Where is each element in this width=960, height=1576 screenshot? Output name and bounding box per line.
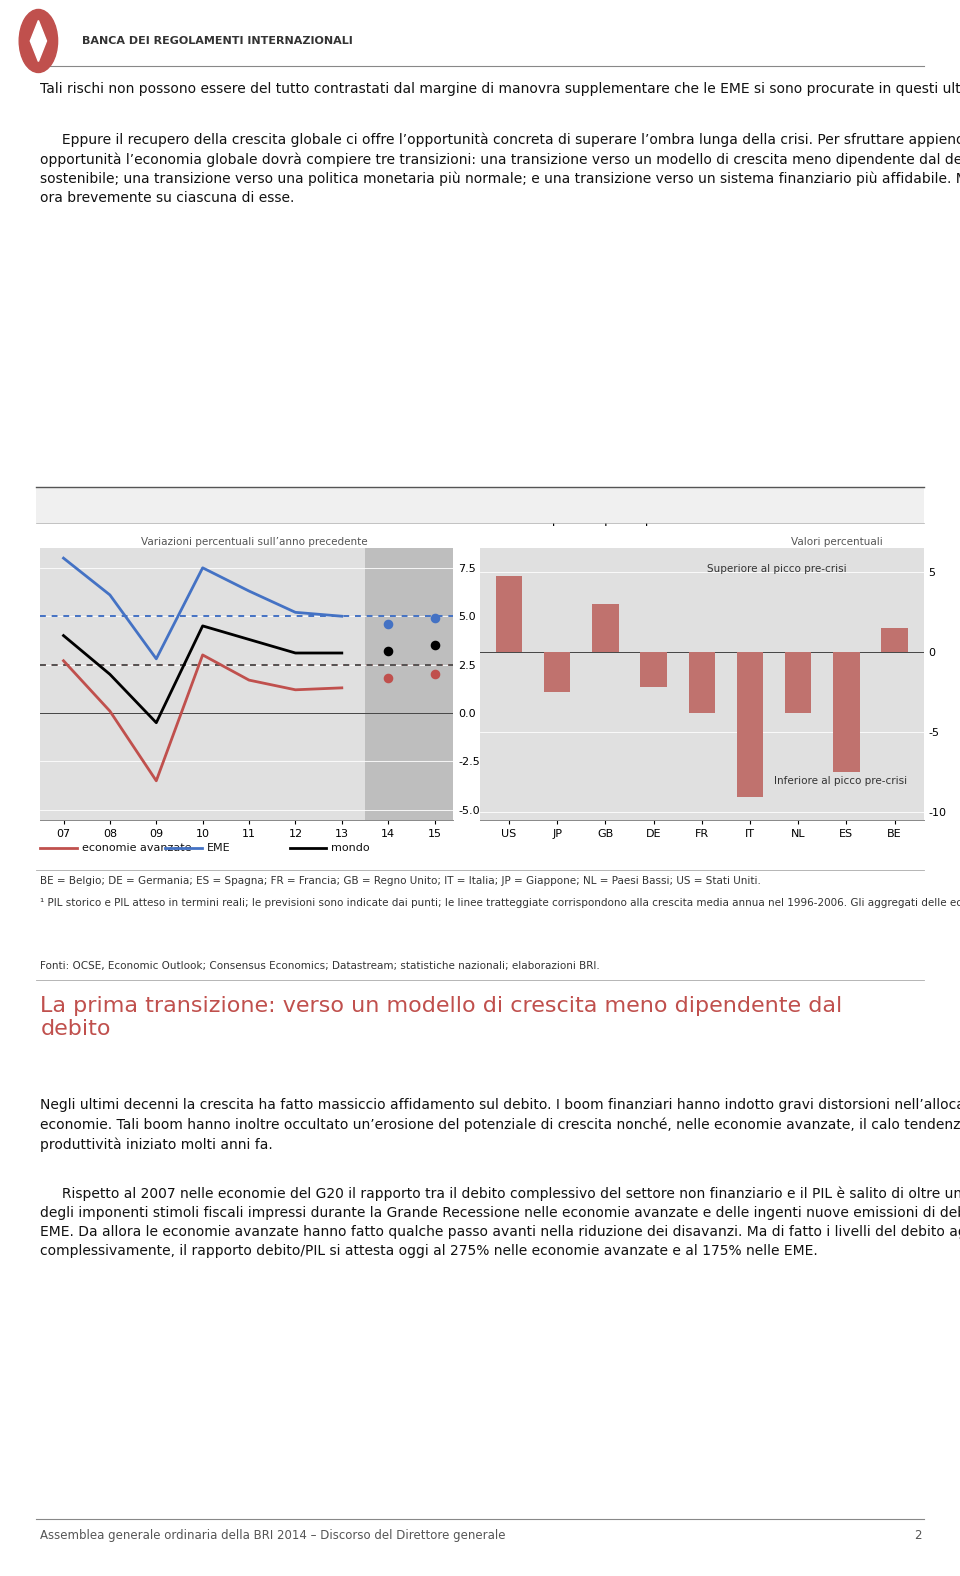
Bar — [592, 604, 618, 652]
Point — [427, 662, 443, 687]
Text: Valori percentuali: Valori percentuali — [791, 537, 883, 547]
Text: BANCA DEI REGOLAMENTI INTERNAZIONALI: BANCA DEI REGOLAMENTI INTERNAZIONALI — [82, 36, 352, 46]
Text: La prima transizione: verso un modello di crescita meno dipendente dal
debito: La prima transizione: verso un modello d… — [40, 996, 843, 1039]
Text: Negli ultimi decenni la crescita ha fatto massiccio affidamento sul debito. I bo: Negli ultimi decenni la crescita ha fatt… — [40, 1098, 960, 1152]
Bar — [881, 629, 908, 652]
Text: Prodotto rispetto ai picchi pre-crisi²: Prodotto rispetto ai picchi pre-crisi² — [480, 514, 701, 526]
Bar — [495, 575, 522, 652]
Text: Grafico 1: Grafico 1 — [852, 498, 922, 512]
Text: Superiore al picco pre-crisi: Superiore al picco pre-crisi — [707, 564, 847, 574]
Bar — [544, 652, 570, 692]
Text: Tali rischi non possono essere del tutto contrastati dal margine di manovra supp: Tali rischi non possono essere del tutto… — [40, 82, 960, 96]
Text: BE = Belgio; DE = Germania; ES = Spagna; FR = Francia; GB = Regno Unito; IT = It: BE = Belgio; DE = Germania; ES = Spagna;… — [40, 876, 761, 886]
Point — [380, 611, 396, 637]
Text: EME: EME — [206, 843, 230, 853]
Bar — [688, 652, 715, 712]
Text: Fonti: OCSE, Economic Outlook; Consensus Economics; Datastream; statistiche nazi: Fonti: OCSE, Economic Outlook; Consensus… — [40, 961, 600, 971]
Text: economie avanzate: economie avanzate — [82, 843, 191, 853]
Bar — [640, 652, 667, 687]
Bar — [785, 652, 811, 712]
Bar — [736, 652, 763, 797]
Bar — [833, 652, 859, 772]
Point — [380, 638, 396, 663]
Text: Inferiore al picco pre-crisi: Inferiore al picco pre-crisi — [774, 777, 907, 786]
Point — [427, 632, 443, 657]
Text: Assemblea generale ordinaria della BRI 2014 – Discorso del Direttore generale: Assemblea generale ordinaria della BRI 2… — [40, 1529, 506, 1541]
Bar — [365, 548, 453, 820]
Text: Crescita del PIL in termini reali¹: Crescita del PIL in termini reali¹ — [40, 514, 237, 526]
Text: Rispetto al 2007 nelle economie del G20 il rapporto tra il debito complessivo de: Rispetto al 2007 nelle economie del G20 … — [40, 1185, 960, 1258]
Text: Eppure il recupero della crescita globale ci offre l’opportunità concreta di sup: Eppure il recupero della crescita global… — [40, 132, 960, 205]
Text: mondo: mondo — [331, 843, 370, 853]
Point — [380, 665, 396, 690]
Text: 2: 2 — [914, 1529, 922, 1541]
Text: Variazioni percentuali sull’anno precedente: Variazioni percentuali sull’anno precede… — [141, 537, 368, 547]
Point — [427, 605, 443, 630]
Text: La crescita mondiale rimane nel cono d’ombra della crisi: La crescita mondiale rimane nel cono d’o… — [40, 496, 536, 514]
Text: ¹ PIL storico e PIL atteso in termini reali; le previsioni sono indicate dai pun: ¹ PIL storico e PIL atteso in termini re… — [40, 898, 960, 908]
